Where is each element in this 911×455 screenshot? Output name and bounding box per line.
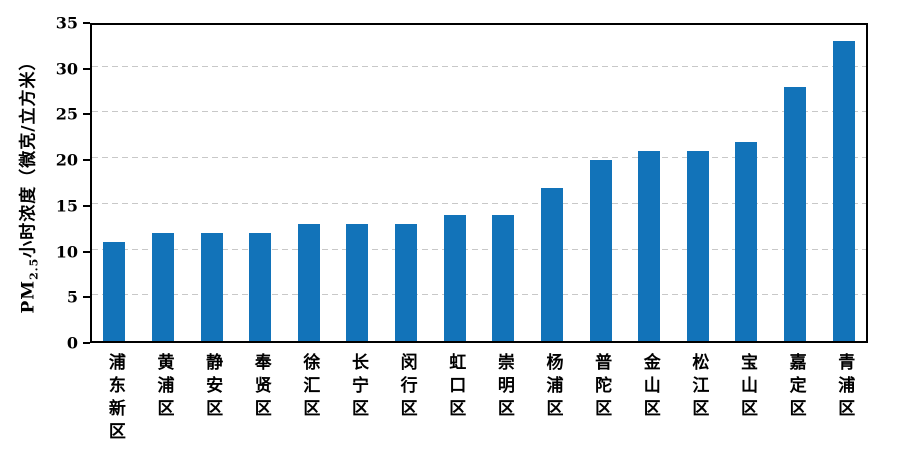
- y-tick-20: [83, 159, 90, 162]
- gridline-25: [92, 111, 866, 113]
- y-tick-label-0: 0: [66, 333, 78, 353]
- y-tick-label-15: 15: [55, 196, 78, 216]
- x-label-金山区: 金山区: [639, 353, 660, 422]
- y-tick-label-25: 25: [55, 104, 78, 124]
- bar-长宁区: [346, 224, 369, 341]
- y-tick-label-35: 35: [55, 13, 78, 33]
- y-tick-0: [83, 342, 90, 344]
- x-label-徐汇区: 徐汇区: [299, 353, 320, 422]
- y-tick-label-5: 5: [66, 287, 78, 307]
- y-tick-15: [83, 204, 90, 207]
- gridline-30: [92, 65, 866, 67]
- x-label-静安区: 静安区: [202, 353, 223, 422]
- y-tick-35: [83, 22, 90, 24]
- y-tick-label-20: 20: [55, 150, 78, 170]
- y-tick-label-10: 10: [55, 242, 78, 262]
- bar-闵行区: [395, 224, 418, 341]
- y-axis-title: PM2.5小时浓度（微克/立方米）: [18, 52, 41, 314]
- bar-嘉定区: [784, 87, 807, 341]
- x-label-宝山区: 宝山区: [736, 353, 757, 422]
- x-label-杨浦区: 杨浦区: [542, 353, 563, 422]
- bar-杨浦区: [540, 187, 563, 341]
- x-label-普陀区: 普陀区: [591, 353, 612, 422]
- bar-金山区: [638, 151, 661, 341]
- gridline-10: [92, 248, 866, 250]
- x-label-浦东新区: 浦东新区: [104, 353, 125, 445]
- y-tick-5: [83, 296, 90, 299]
- bar-静安区: [200, 233, 223, 341]
- bar-徐汇区: [297, 224, 320, 341]
- x-label-闵行区: 闵行区: [396, 353, 417, 422]
- y-tick-10: [83, 250, 90, 253]
- bar-宝山区: [735, 141, 758, 341]
- gridline-5: [92, 294, 866, 296]
- bar-崇明区: [492, 215, 515, 341]
- x-label-嘉定区: 嘉定区: [785, 353, 806, 422]
- bar-虹口区: [443, 215, 466, 341]
- plot-area: [90, 23, 868, 343]
- x-label-松江区: 松江区: [688, 353, 709, 422]
- bar-浦东新区: [103, 242, 126, 341]
- gridline-20: [92, 157, 866, 159]
- x-label-青浦区: 青浦区: [834, 353, 855, 422]
- gridline-15: [92, 202, 866, 204]
- x-label-黄浦区: 黄浦区: [153, 353, 174, 422]
- x-label-虹口区: 虹口区: [445, 353, 466, 422]
- bar-黄浦区: [151, 233, 174, 341]
- bar-青浦区: [832, 41, 855, 341]
- x-label-长宁区: 长宁区: [347, 353, 368, 422]
- x-label-奉贤区: 奉贤区: [250, 353, 271, 422]
- bar-松江区: [686, 151, 709, 341]
- bar-普陀区: [589, 160, 612, 341]
- y-tick-25: [83, 113, 90, 116]
- bar-奉贤区: [249, 233, 272, 341]
- y-tick-30: [83, 67, 90, 70]
- x-label-崇明区: 崇明区: [493, 353, 514, 422]
- y-tick-label-30: 30: [55, 59, 78, 79]
